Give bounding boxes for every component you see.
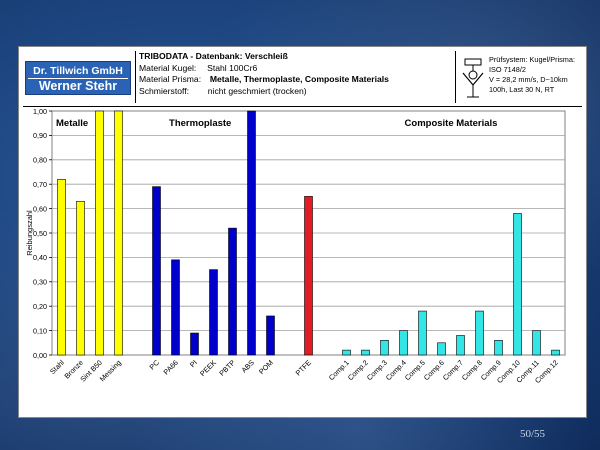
header-divider-bottom [23,106,582,107]
bar [456,335,465,356]
material-prism-value: Metalle, Thermoplaste, Composite Materia… [209,74,389,84]
test-standard-line: ISO 7148/2 [489,65,526,74]
bar [76,200,85,356]
material-ball-label: Material Kugel: [139,62,197,73]
material-prism-row: Material Prisma: Metalle, Thermoplaste, … [139,74,451,86]
logo-person-name: Werner Stehr [38,79,118,93]
group-title: Thermoplaste [169,118,231,129]
company-logo: Dr. Tillwich GmbH Werner Stehr [25,61,131,95]
y-tick-label: 0,90 [33,131,47,140]
bar [551,349,560,356]
lubricant-row: Schmierstoff: nicht geschmiert (trocken) [139,86,451,98]
bar [342,349,351,356]
bar [418,310,427,356]
group-title: Composite Materials [405,118,498,129]
y-tick-label: 0,70 [33,180,47,189]
bar [171,259,180,356]
group-title: Metalle [56,118,88,129]
bar [475,310,484,356]
bar [209,269,218,356]
bar [380,340,389,356]
material-ball-value: Stahl 100Cr6 [207,62,258,73]
x-tick-label: POM [257,358,275,376]
bar [532,330,541,356]
test-duration-line: 100h, Last 30 N, RT [489,85,555,94]
y-tick-label: 0,40 [33,253,47,262]
bar [190,332,199,356]
bar [494,340,503,356]
x-tick-label: ABS [239,358,256,375]
material-prism-label: Material Prisma: [139,74,202,84]
x-tick-label: PBTP [217,358,237,378]
bar [361,349,370,356]
lubricant-label: Schmierstoff: [139,85,189,96]
x-tick-label: PC [147,358,160,371]
y-tick-label: 0,50 [33,229,47,238]
y-tick-label: 1,00 [33,107,47,116]
x-tick-label: PA66 [161,358,179,376]
lubricant-value: nicht geschmiert (trocken) [207,85,307,96]
header-divider-right [455,51,456,103]
slide-number: 50/55 [520,428,546,440]
test-system-info: Prüfsystem: Kugel/Prisma: ISO 7148/2 V =… [489,55,584,95]
y-tick-label: 0,20 [33,302,47,311]
test-info: TRIBODATA - Datenbank: Verschleiß Materi… [139,51,451,97]
x-tick-label: PI [188,358,199,369]
bar [399,330,408,356]
y-axis-title: Reibungszahl [25,210,34,256]
header-divider-left [135,51,136,103]
logo-company-name: Dr. Tillwich GmbH [33,65,123,77]
bar [152,186,161,356]
chart-header: Dr. Tillwich GmbH Werner Stehr TRIBODATA… [19,47,586,107]
y-tick-label: 0,60 [33,204,47,213]
test-speed-line: V = 28,2 mm/s, D~10km [489,75,568,84]
y-tick-label: 0,80 [33,156,47,165]
x-tick-label: Messing [98,358,123,383]
database-title: TRIBODATA - Datenbank: Verschleiß [139,51,288,61]
x-tick-label: PEEK [198,358,218,378]
material-ball-row: Material Kugel: Stahl 100Cr6 [139,63,451,75]
bar [513,213,522,356]
bar [95,110,104,356]
y-tick-label: 0,30 [33,278,47,287]
chart-panel: Dr. Tillwich GmbH Werner Stehr TRIBODATA… [18,46,587,418]
y-tick-label: 0,10 [33,326,47,335]
friction-bar-chart: 0,00 0,10 0,20 0,30 0,40 0,50 0,60 0,70 0,80 0,90… [25,107,566,385]
bar [437,342,446,356]
bar [114,110,123,356]
bar [304,196,313,356]
logo-divider [28,78,128,79]
bar [228,227,237,356]
test-rig-icon [462,58,484,98]
y-tick-label: 0,00 [33,351,47,360]
test-system-line: Prüfsystem: Kugel/Prisma: [489,55,575,64]
bar [266,315,275,356]
bar [57,179,66,356]
bar [247,110,256,356]
x-tick-label: PTFE [294,358,313,377]
